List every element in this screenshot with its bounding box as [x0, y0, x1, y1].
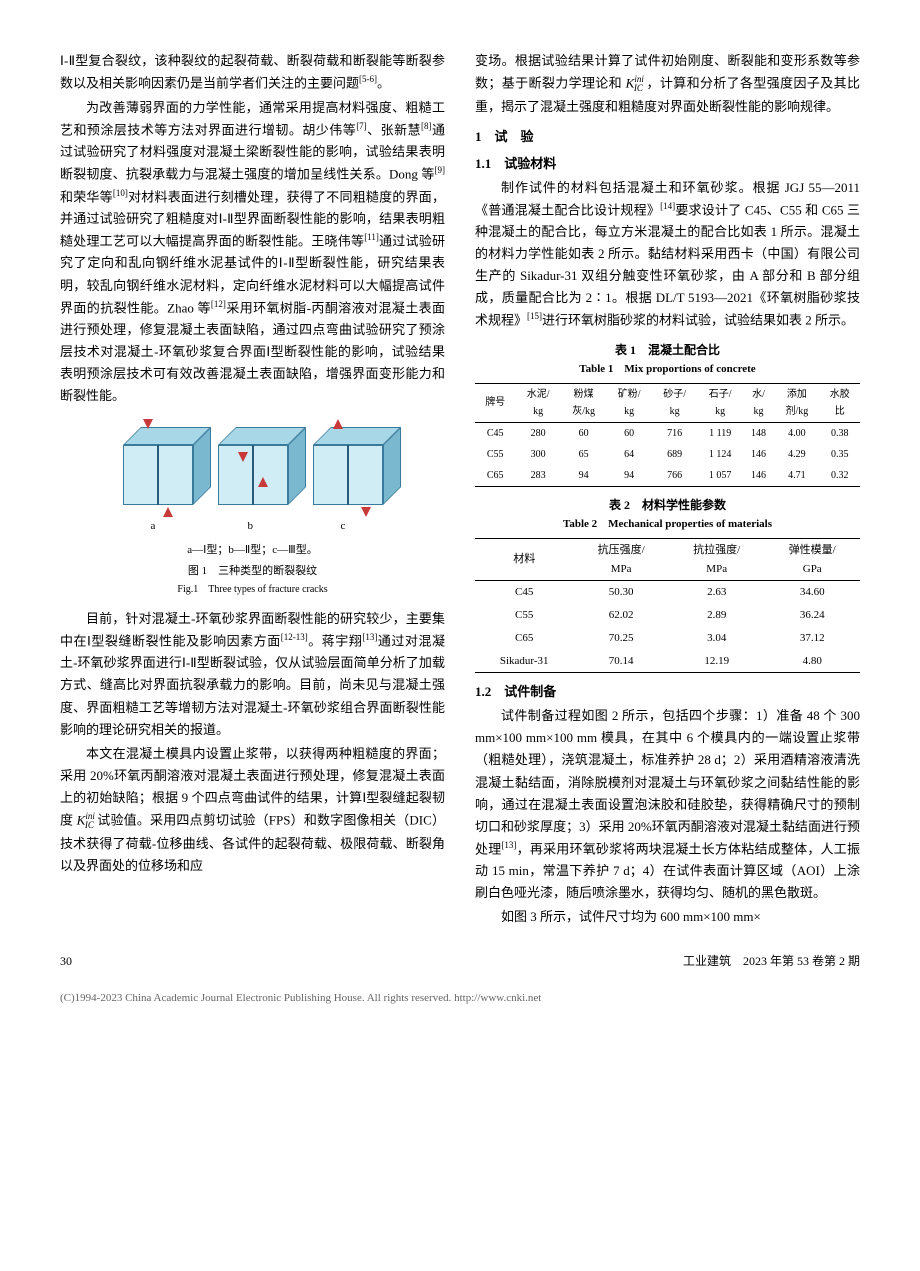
- copyright-notice: (C)1994-2023 China Academic Journal Elec…: [60, 989, 860, 1008]
- fig1-caption-en: Fig.1 Three types of fracture cracks: [60, 581, 445, 598]
- prism-c: [313, 427, 383, 507]
- para-l3: 目前，针对混凝土-环氧砂浆界面断裂性能的研究较少，主要集中在Ⅰ型裂缝断裂性能及影…: [60, 608, 445, 741]
- table-row: C4528060607161 1191484.000.38: [475, 422, 860, 444]
- fig1-label-b: b: [248, 517, 254, 536]
- journal-info: 工业建筑 2023 年第 53 卷第 2 期: [683, 951, 860, 971]
- para-r2: 制作试件的材料包括混凝土和环氧砂浆。根据 JGJ 55—2011《普通混凝土配合…: [475, 177, 860, 332]
- para-l2: 为改善薄弱界面的力学性能，通常采用提高材料强度、粗糙工艺和预涂层技术等方法对界面…: [60, 97, 445, 408]
- table-1-head: 牌号 水泥/kg 粉煤灰/kg 矿粉/kg 砂子/kg 石子/kg 水/kg 添…: [475, 383, 860, 422]
- para-r1: 变场。根据试验结果计算了试件初始刚度、断裂能和变形系数等参数；基于断裂力学理论和…: [475, 50, 860, 118]
- table-1-body: C4528060607161 1191484.000.38 C553006564…: [475, 422, 860, 486]
- left-column: Ⅰ-Ⅱ型复合裂纹，该种裂纹的起裂荷载、断裂荷载和断裂能等断裂参数以及相关影响因素…: [60, 50, 445, 931]
- table-row: C6528394947661 0571464.710.32: [475, 465, 860, 487]
- table-row: Sikadur-3170.1412.194.80: [475, 650, 860, 673]
- figure-1-image: a b c: [123, 417, 383, 537]
- table-2-head: 材料 抗压强度/MPa 抗拉强度/MPa 弹性模量/GPa: [475, 539, 860, 581]
- page-footer: 30 工业建筑 2023 年第 53 卷第 2 期: [60, 951, 860, 971]
- page-number: 30: [60, 951, 72, 971]
- section-1-heading: 1 试 验: [475, 126, 860, 148]
- section-1-1-heading: 1.1 试验材料: [475, 153, 860, 175]
- table-2-title-en: Table 2 Mechanical properties of materia…: [475, 515, 860, 534]
- prism-a: [123, 427, 193, 507]
- table-row: C5530065646891 1241464.290.35: [475, 444, 860, 465]
- table-row: C5562.022.8936.24: [475, 604, 860, 627]
- table-2: 材料 抗压强度/MPa 抗拉强度/MPa 弹性模量/GPa C4550.302.…: [475, 538, 860, 673]
- para-r4: 如图 3 所示，试件尺寸均为 600 mm×100 mm×: [475, 906, 860, 928]
- table-1-title-cn: 表 1 混凝土配合比: [475, 340, 860, 360]
- table-2-body: C4550.302.6334.60 C5562.022.8936.24 C657…: [475, 581, 860, 673]
- fig1-sublabel: a—Ⅰ型；b—Ⅱ型；c—Ⅲ型。: [60, 541, 445, 560]
- fig1-label-a: a: [151, 517, 156, 536]
- fig1-caption-cn: 图 1 三种类型的断裂裂纹: [60, 562, 445, 581]
- section-1-2-heading: 1.2 试件制备: [475, 681, 860, 703]
- table-1-title-en: Table 1 Mix proportions of concrete: [475, 360, 860, 379]
- table-2-title-cn: 表 2 材料学性能参数: [475, 495, 860, 515]
- para-r3: 试件制备过程如图 2 所示，包括四个步骤：1）准备 48 个 300 mm×10…: [475, 705, 860, 904]
- prism-b: [218, 427, 288, 507]
- para-l1: Ⅰ-Ⅱ型复合裂纹，该种裂纹的起裂荷载、断裂荷载和断裂能等断裂参数以及相关影响因素…: [60, 50, 445, 95]
- table-row: C4550.302.6334.60: [475, 581, 860, 604]
- two-column-layout: Ⅰ-Ⅱ型复合裂纹，该种裂纹的起裂荷载、断裂荷载和断裂能等断裂参数以及相关影响因素…: [60, 50, 860, 931]
- table-row: C6570.253.0437.12: [475, 627, 860, 650]
- table-1: 牌号 水泥/kg 粉煤灰/kg 矿粉/kg 砂子/kg 石子/kg 水/kg 添…: [475, 383, 860, 487]
- right-column: 变场。根据试验结果计算了试件初始刚度、断裂能和变形系数等参数；基于断裂力学理论和…: [475, 50, 860, 931]
- para-l4: 本文在混凝土模具内设置止浆带，以获得两种粗糙度的界面；采用 20%环氧丙酮溶液对…: [60, 743, 445, 878]
- fig1-label-c: c: [341, 517, 346, 536]
- figure-1: a b c a—Ⅰ型；b—Ⅱ型；c—Ⅲ型。 图 1 三种类型的断裂裂纹 Fig.…: [60, 417, 445, 597]
